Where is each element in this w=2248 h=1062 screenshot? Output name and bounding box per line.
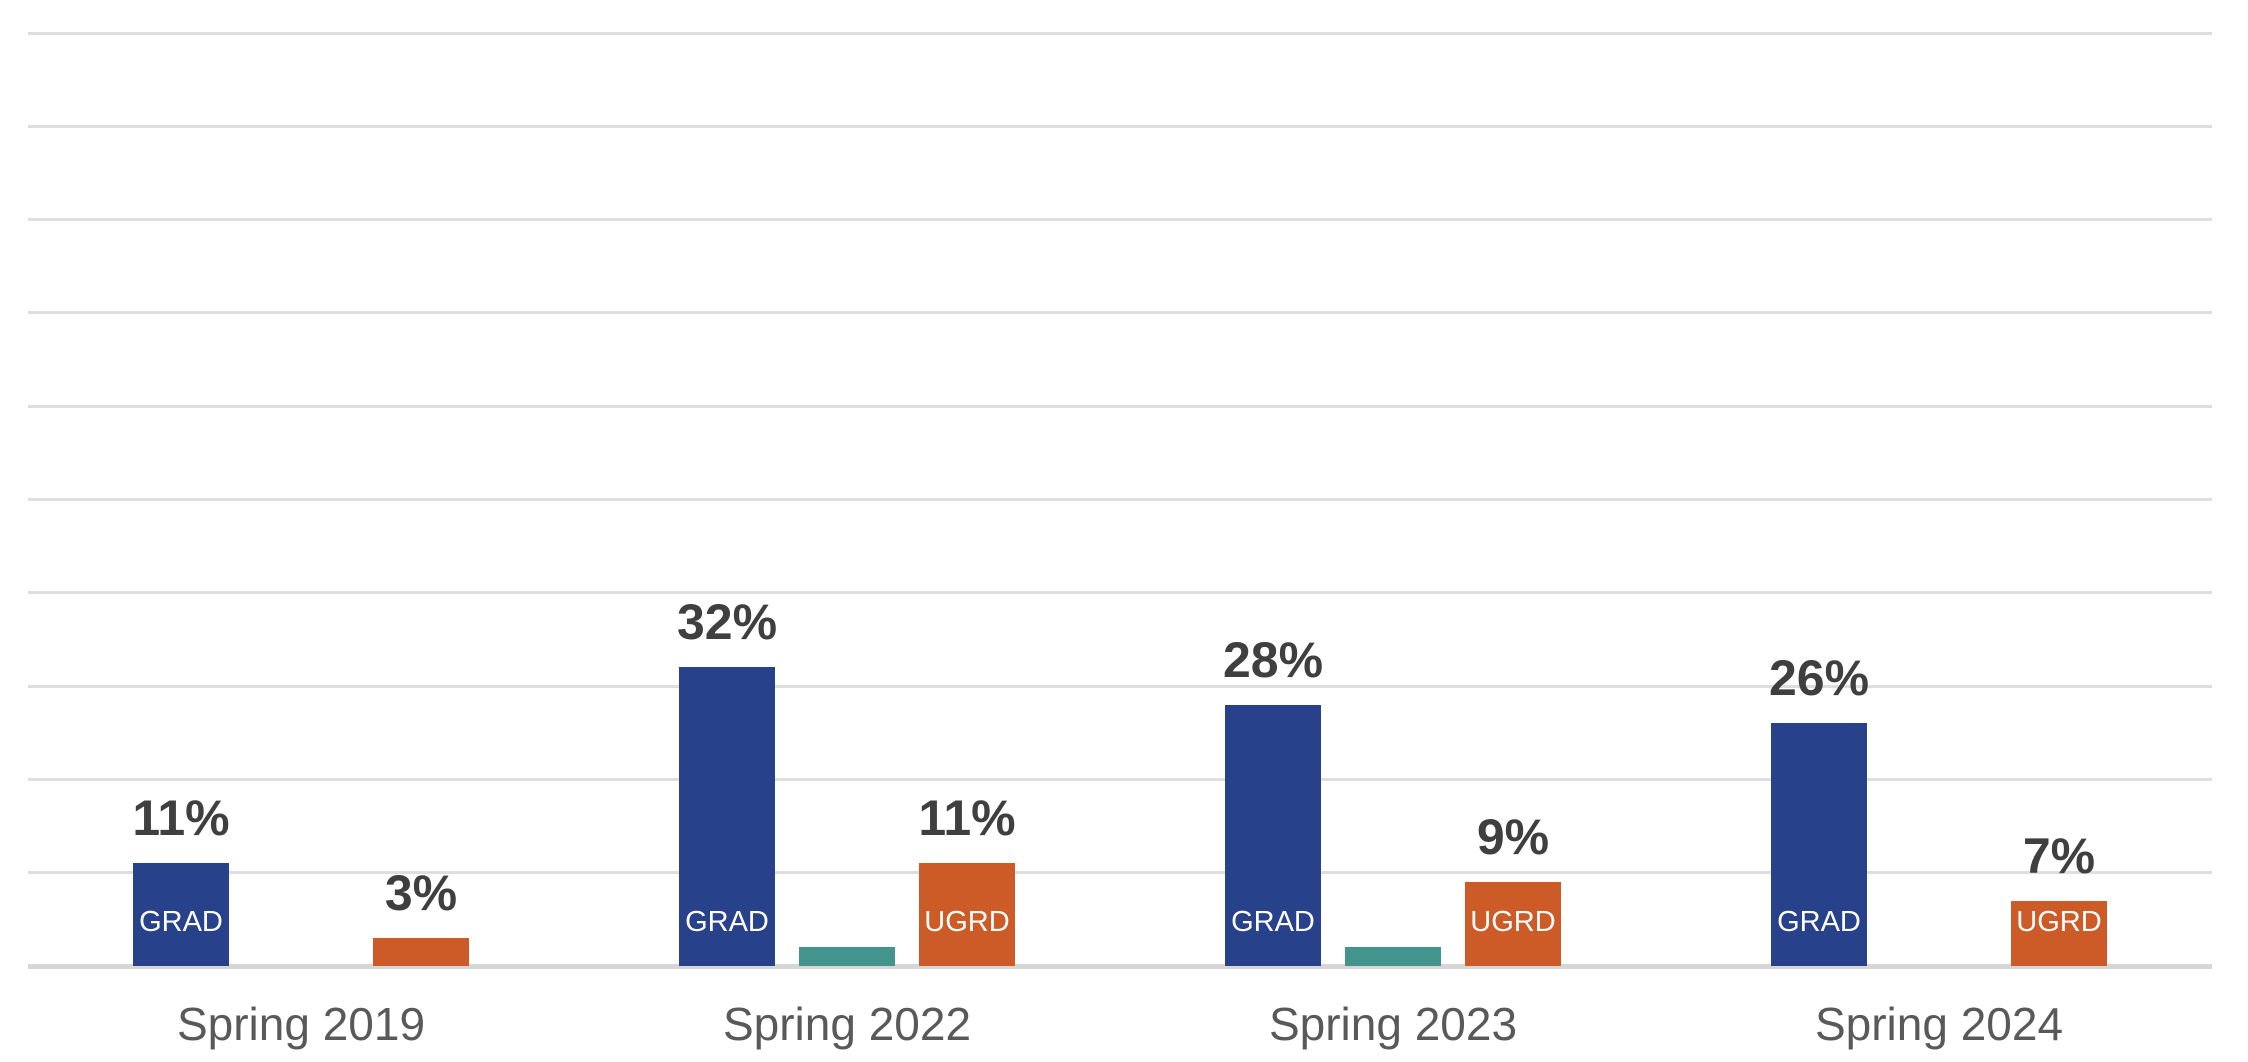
gridline (28, 778, 2212, 781)
category-label: Spring 2024 (1814, 998, 2064, 1050)
ugrd-bar-series-label: UGRD (1470, 906, 1556, 938)
ugrd-bar (1465, 882, 1561, 966)
grad-value-label: 28% (1222, 632, 1324, 688)
gridline (28, 218, 2212, 221)
middle-bar (1345, 947, 1441, 966)
gridline (28, 498, 2212, 501)
gridline (28, 591, 2212, 594)
ugrd-bar (2011, 901, 2107, 966)
ugrd-value-label: 9% (1476, 809, 1550, 865)
grad-bar (1771, 723, 1867, 966)
grad-value-label: 26% (1768, 650, 1870, 706)
ugrd-value-label: 11% (918, 790, 1016, 846)
x-axis-line (28, 964, 2212, 969)
gridline (28, 311, 2212, 314)
gridline (28, 685, 2212, 688)
category-label: Spring 2019 (176, 998, 426, 1050)
gridline (28, 405, 2212, 408)
gridline (28, 32, 2212, 35)
category-label: Spring 2022 (722, 998, 972, 1050)
grad-bar-series-label: GRAD (1777, 906, 1861, 938)
grad-value-label: 11% (132, 790, 230, 846)
grad-bar (133, 863, 229, 966)
ugrd-bar-series-label: UGRD (2016, 906, 2102, 938)
ugrd-bar (373, 938, 469, 966)
grad-bar-series-label: GRAD (685, 906, 769, 938)
gridline (28, 125, 2212, 128)
grad-bar (679, 667, 775, 966)
ugrd-bar-series-label: UGRD (924, 906, 1010, 938)
category-label: Spring 2023 (1268, 998, 1518, 1050)
gridline (28, 871, 2212, 874)
grad-bar-series-label: GRAD (1231, 906, 1315, 938)
ugrd-value-label: 7% (2022, 828, 2096, 884)
grad-value-label: 32% (676, 594, 778, 650)
grad-bar-series-label: GRAD (139, 906, 223, 938)
middle-bar (799, 947, 895, 966)
grad-bar (1225, 705, 1321, 966)
ugrd-bar (919, 863, 1015, 966)
ugrd-value-label: 3% (384, 865, 458, 921)
